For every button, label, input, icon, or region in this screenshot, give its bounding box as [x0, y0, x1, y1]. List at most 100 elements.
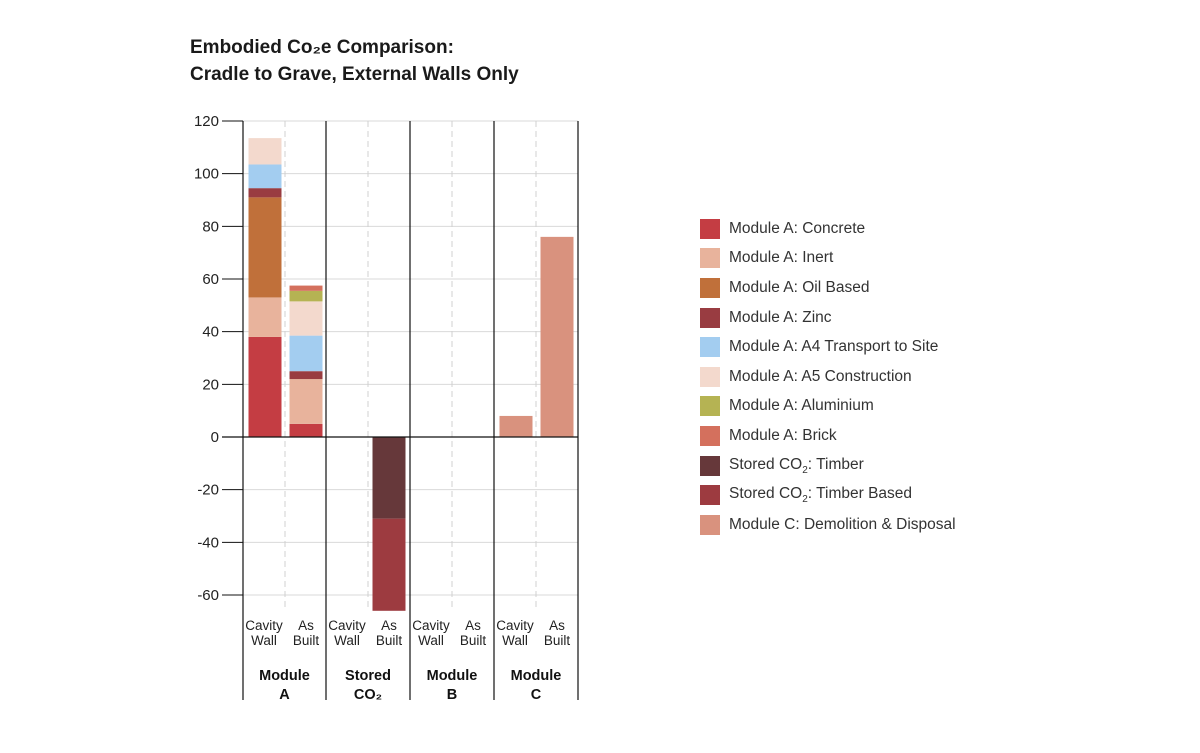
- bar-module-a-a4-transport-to-site-module-a-cavity-wall: [248, 164, 282, 189]
- category-label-line: As: [381, 618, 397, 633]
- group-label-line: C: [531, 687, 542, 703]
- legend-label: Module A: Aluminium: [729, 397, 874, 415]
- group-label-line: CO₂: [354, 687, 382, 703]
- y-tick-label: 100: [194, 166, 219, 183]
- category-label: As Built: [293, 618, 320, 648]
- category-label: Cavity Wall: [245, 618, 283, 648]
- legend-item-module-a-concrete: Module A: Concrete: [700, 214, 956, 244]
- category-label-line: Built: [293, 633, 320, 648]
- legend-item-stored-co2-timber-based: Stored CO2: Timber Based: [700, 480, 956, 510]
- bar-module-a-zinc-module-a-as-built: [289, 371, 323, 380]
- legend-swatch: [700, 366, 720, 387]
- group-label-line: Module: [259, 668, 310, 684]
- category-label-line: Wall: [502, 633, 528, 648]
- legend-label: Stored CO2: Timber Based: [729, 485, 913, 506]
- y-tick-label: 20: [202, 376, 219, 393]
- category-label-line: Built: [376, 633, 403, 648]
- legend-item-module-a-aluminium: Module A: Aluminium: [700, 392, 956, 422]
- chart-title-line-1: Embodied Co₂e Comparison:: [190, 37, 454, 58]
- bar-module-a-concrete-module-a-as-built: [289, 423, 323, 437]
- legend-swatch: [700, 218, 720, 239]
- chart-title: Embodied Co₂e Comparison: Cradle to Grav…: [190, 34, 519, 88]
- legend-label: Module A: Brick: [729, 426, 837, 444]
- bar-module-a-inert-module-a-cavity-wall: [248, 297, 282, 337]
- legend-item-module-a-zinc: Module A: Zinc: [700, 303, 956, 333]
- category-label-line: Cavity: [496, 618, 534, 633]
- category-label-line: Cavity: [245, 618, 283, 633]
- category-label-line: Wall: [334, 633, 360, 648]
- bar-module-a-aluminium-module-a-as-built: [289, 290, 323, 302]
- bar-module-a-a5-construction-module-a-cavity-wall: [248, 138, 282, 165]
- legend-swatch: [700, 514, 720, 535]
- group-label-line: Module: [511, 668, 562, 684]
- group-label-module-b: Module B: [427, 668, 478, 703]
- legend-label: Module C: Demolition & Disposal: [729, 515, 956, 533]
- legend-item-module-c-demolition-disposal: Module C: Demolition & Disposal: [700, 510, 956, 540]
- bar-stored-co-timber-stored-co-as-built: [372, 437, 406, 519]
- group-label-line: Stored: [345, 668, 391, 684]
- legend-item-module-a-brick: Module A: Brick: [700, 421, 956, 451]
- category-label-line: Cavity: [328, 618, 366, 633]
- bar-module-a-concrete-module-a-cavity-wall: [248, 336, 282, 437]
- bar-module-a-zinc-module-a-cavity-wall: [248, 188, 282, 198]
- legend-item-module-a-oil-based: Module A: Oil Based: [700, 273, 956, 303]
- category-label-line: As: [549, 618, 565, 633]
- legend-label: Module A: A5 Construction: [729, 367, 912, 385]
- legend-swatch: [700, 307, 720, 328]
- chart-title-line-2: Cradle to Grave, External Walls Only: [190, 64, 519, 85]
- y-tick-label: -40: [197, 534, 219, 551]
- legend-label: Module A: Zinc: [729, 308, 832, 326]
- y-tick-label: 0: [211, 429, 219, 446]
- category-label: As Built: [544, 618, 571, 648]
- group-label-line: B: [447, 687, 457, 703]
- legend-label: Module A: Oil Based: [729, 278, 870, 296]
- group-label-line: Module: [427, 668, 478, 684]
- y-tick-label: 40: [202, 324, 219, 341]
- bar-stored-co-timber-based-stored-co-as-built: [372, 518, 406, 611]
- legend-swatch: [700, 277, 720, 298]
- legend-item-module-a-a5-construction: Module A: A5 Construction: [700, 362, 956, 392]
- category-label-line: Built: [460, 633, 487, 648]
- bar-module-c-demolition-disposal-module-c-as-built: [540, 236, 574, 437]
- chart-legend: Module A: Concrete Module A: Inert Module …: [700, 214, 956, 540]
- category-label-line: As: [298, 618, 314, 633]
- group-label-module-a: Module A: [259, 668, 310, 703]
- y-tick-label: -60: [197, 587, 219, 604]
- bar-module-a-inert-module-a-as-built: [289, 379, 323, 424]
- legend-swatch: [700, 425, 720, 446]
- bar-module-a-a5-construction-module-a-as-built: [289, 301, 323, 336]
- category-label: Cavity Wall: [328, 618, 366, 648]
- category-label-line: Cavity: [412, 618, 450, 633]
- legend-item-module-a-inert: Module A: Inert: [700, 244, 956, 274]
- category-label-line: As: [465, 618, 481, 633]
- legend-swatch: [700, 455, 720, 476]
- legend-label: Module A: A4 Transport to Site: [729, 338, 939, 356]
- legend-swatch: [700, 485, 720, 506]
- category-label-line: Wall: [418, 633, 444, 648]
- group-label-line: A: [279, 687, 290, 703]
- legend-item-module-a-a4-transport-to-site: Module A: A4 Transport to Site: [700, 332, 956, 362]
- category-label: As Built: [376, 618, 403, 648]
- y-tick-label: -20: [197, 482, 219, 499]
- legend-swatch: [700, 248, 720, 269]
- category-label-line: Wall: [251, 633, 277, 648]
- category-label-line: Built: [544, 633, 571, 648]
- category-label: As Built: [460, 618, 487, 648]
- legend-label: Module A: Inert: [729, 249, 834, 267]
- legend-label: Stored CO2: Timber: [729, 455, 864, 476]
- group-label-stored-co: Stored CO₂: [345, 668, 391, 703]
- legend-label: Module A: Concrete: [729, 219, 866, 237]
- y-tick-label: 120: [194, 113, 219, 130]
- bar-module-a-oil-based-module-a-cavity-wall: [248, 197, 282, 298]
- legend-swatch: [700, 337, 720, 358]
- legend-swatch: [700, 396, 720, 417]
- y-tick-label: 80: [202, 218, 219, 235]
- category-label: Cavity Wall: [496, 618, 534, 648]
- y-tick-label: 60: [202, 271, 219, 288]
- bar-module-a-brick-module-a-as-built: [289, 285, 323, 291]
- legend-item-stored-co2-timber: Stored CO2: Timber: [700, 451, 956, 481]
- bar-module-a-a4-transport-to-site-module-a-as-built: [289, 335, 323, 372]
- bar-module-c-demolition-disposal-module-c-cavity-wall: [499, 415, 533, 437]
- category-label: Cavity Wall: [412, 618, 450, 648]
